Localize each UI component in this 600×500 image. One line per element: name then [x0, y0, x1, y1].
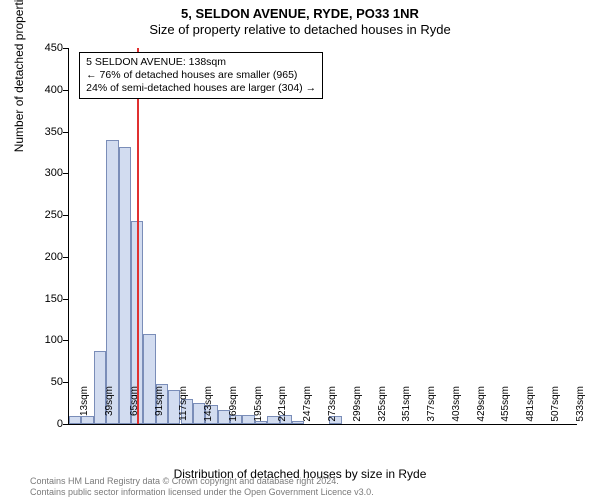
- x-tick-label: 247sqm: [302, 386, 313, 426]
- histogram-bar: [119, 147, 131, 424]
- x-tick-label: 169sqm: [228, 386, 239, 426]
- y-tick: [63, 424, 69, 425]
- x-tick-label: 273sqm: [327, 386, 338, 426]
- x-tick-label: 143sqm: [203, 386, 214, 426]
- y-tick: [63, 215, 69, 216]
- x-tick-label: 507sqm: [550, 386, 561, 426]
- footer-line-2: Contains public sector information licen…: [30, 487, 374, 498]
- y-tick: [63, 90, 69, 91]
- y-tick: [63, 132, 69, 133]
- y-tick-label: 350: [33, 126, 63, 138]
- x-tick-label: 299sqm: [352, 386, 363, 426]
- y-tick: [63, 257, 69, 258]
- y-tick-label: 50: [33, 376, 63, 388]
- x-tick-label: 351sqm: [401, 386, 412, 426]
- y-tick-label: 450: [33, 42, 63, 54]
- footer-attribution: Contains HM Land Registry data © Crown c…: [30, 476, 374, 498]
- annotation-box: 5 SELDON AVENUE: 138sqm← 76% of detached…: [79, 52, 323, 99]
- x-tick-label: 455sqm: [500, 386, 511, 426]
- x-tick-label: 533sqm: [575, 386, 586, 426]
- x-tick-label: 13sqm: [79, 386, 90, 426]
- y-tick-label: 0: [33, 418, 63, 430]
- y-tick: [63, 48, 69, 49]
- annotation-line: ← 76% of detached houses are smaller (96…: [86, 69, 316, 82]
- y-tick-label: 200: [33, 251, 63, 263]
- y-tick-label: 300: [33, 167, 63, 179]
- chart-plot-area: 05010015020025030035040045013sqm39sqm65s…: [68, 48, 577, 425]
- x-tick-label: 429sqm: [476, 386, 487, 426]
- footer-line-1: Contains HM Land Registry data © Crown c…: [30, 476, 374, 487]
- x-tick-label: 325sqm: [377, 386, 388, 426]
- y-tick-label: 400: [33, 84, 63, 96]
- y-tick: [63, 173, 69, 174]
- reference-line: [137, 48, 139, 424]
- y-axis-label: Number of detached properties: [12, 0, 26, 152]
- y-tick: [63, 299, 69, 300]
- y-tick-label: 250: [33, 209, 63, 221]
- y-tick: [63, 340, 69, 341]
- annotation-line: 24% of semi-detached houses are larger (…: [86, 82, 316, 95]
- y-tick: [63, 382, 69, 383]
- page-title-address: 5, SELDON AVENUE, RYDE, PO33 1NR: [0, 0, 600, 21]
- x-tick-label: 195sqm: [253, 386, 264, 426]
- annotation-line: 5 SELDON AVENUE: 138sqm: [86, 56, 316, 69]
- x-tick-label: 377sqm: [426, 386, 437, 426]
- x-tick-label: 403sqm: [451, 386, 462, 426]
- page-subtitle: Size of property relative to detached ho…: [0, 21, 600, 37]
- x-tick-label: 117sqm: [178, 386, 189, 426]
- y-tick-label: 100: [33, 334, 63, 346]
- x-tick-label: 39sqm: [104, 386, 115, 426]
- x-tick-label: 221sqm: [277, 386, 288, 426]
- x-tick-label: 481sqm: [525, 386, 536, 426]
- y-tick-label: 150: [33, 293, 63, 305]
- x-tick-label: 91sqm: [154, 386, 165, 426]
- histogram-bar: [106, 140, 118, 424]
